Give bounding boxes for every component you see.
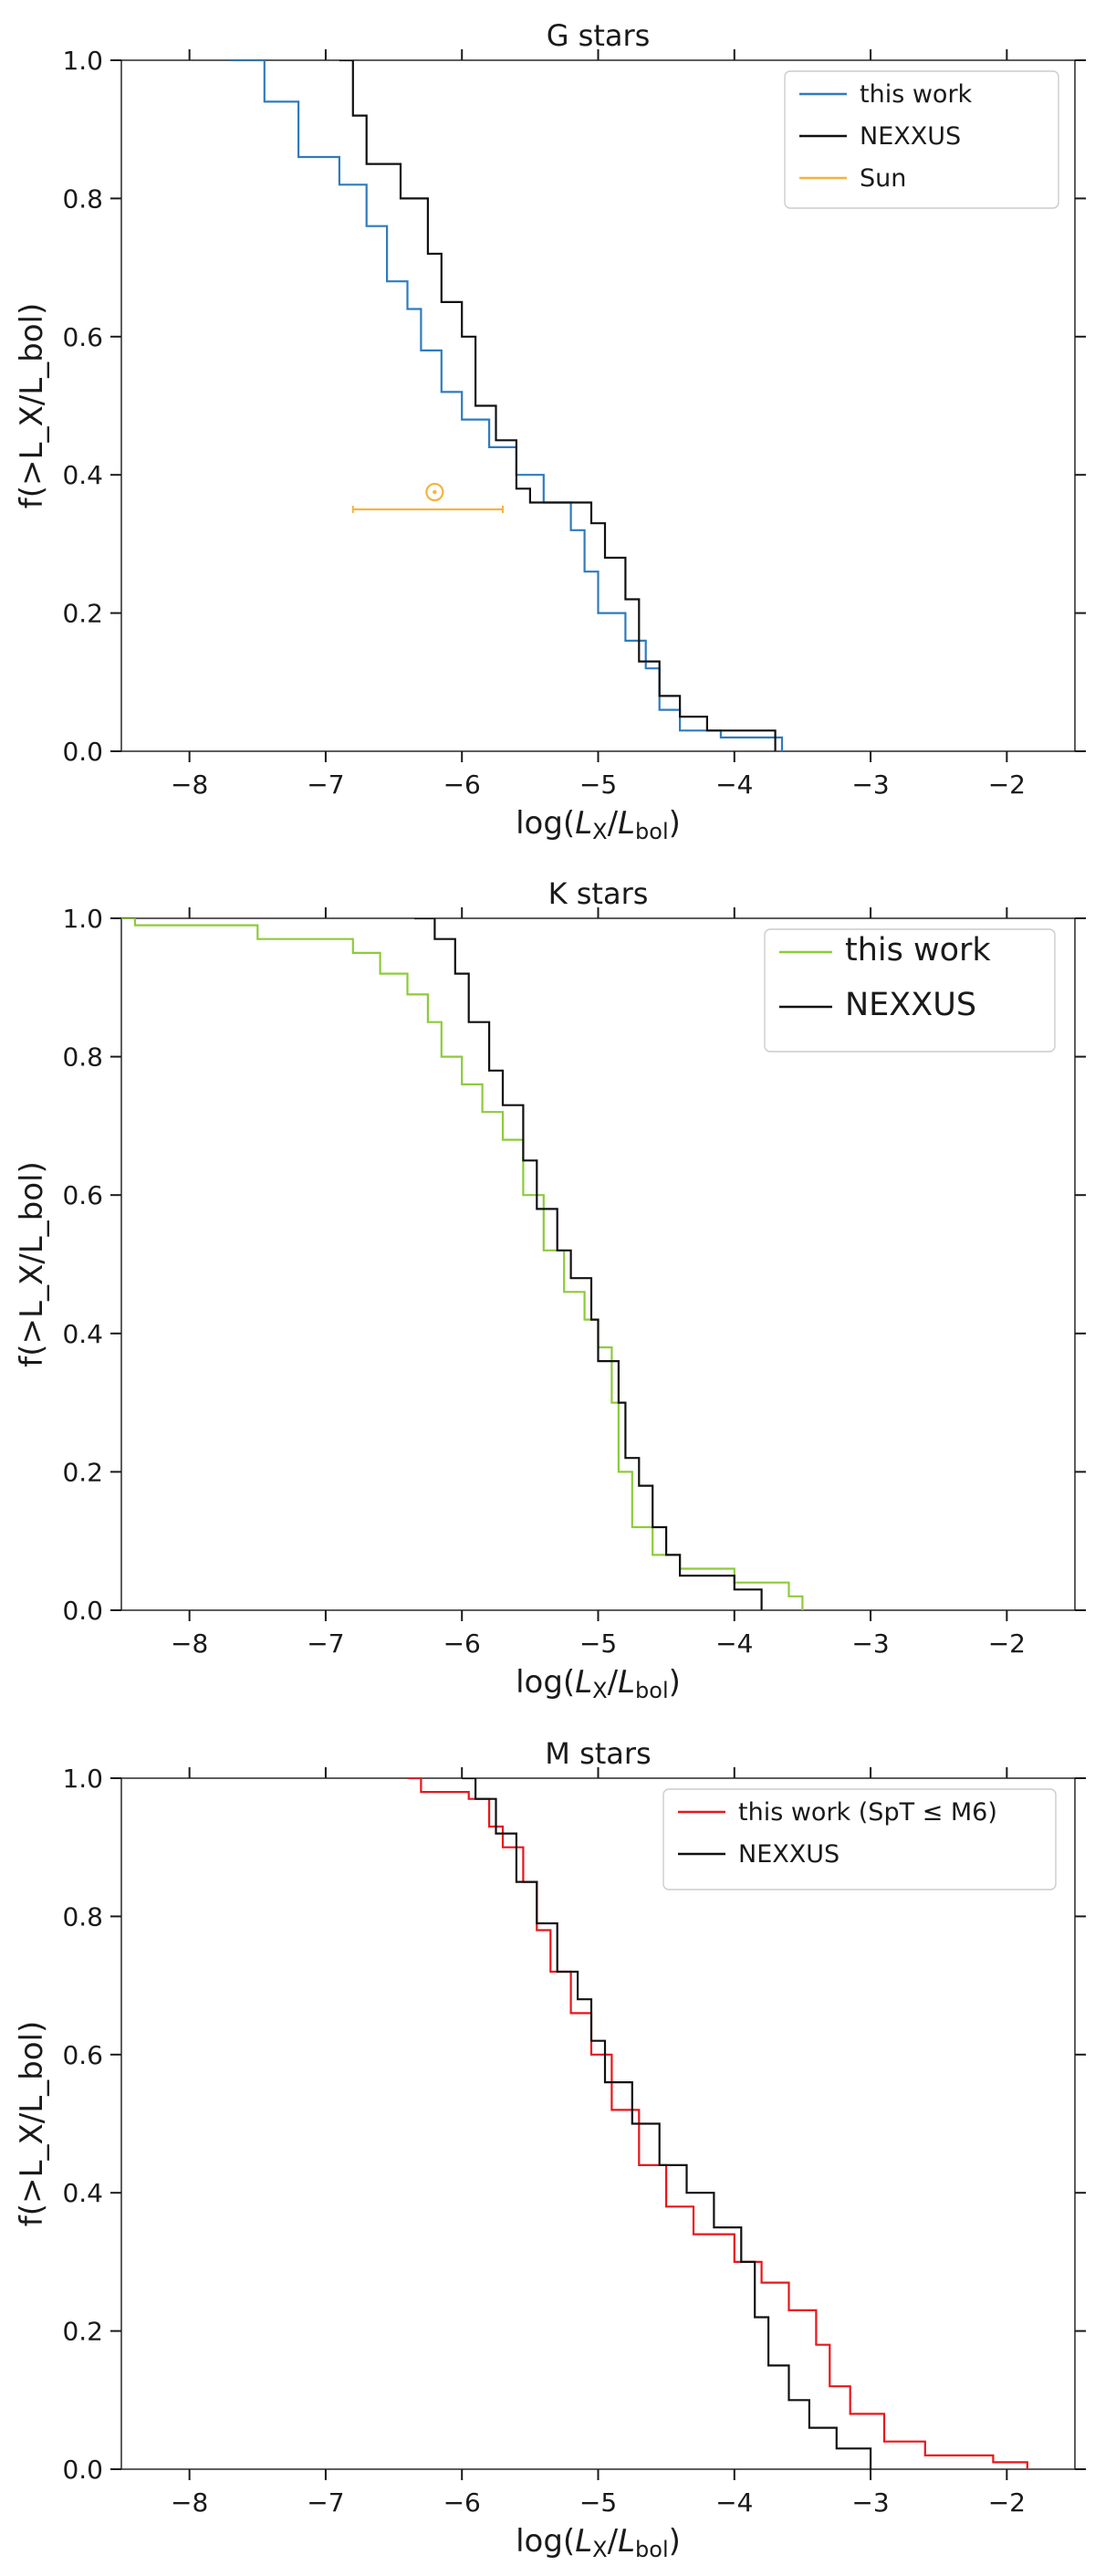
legend-label: this work (SpT ≤ M6): [738, 1798, 997, 1827]
series-line-2: [339, 60, 777, 751]
x-tick-label: −8: [171, 770, 208, 800]
legend-label: NEXXUS: [845, 987, 976, 1023]
y-axis-label: f(>L_X/L_bol): [14, 1161, 50, 1367]
y-tick-label: 1.0: [62, 1764, 103, 1794]
x-axis-label: log(LX/Lbol): [516, 2523, 681, 2562]
y-tick-label: 0.8: [62, 1901, 103, 1932]
chart-title: G stars: [547, 18, 651, 53]
x-tick-label: −7: [307, 1628, 344, 1659]
legend-box: [784, 70, 1059, 209]
legend-label: NEXXUS: [738, 1840, 840, 1869]
y-tick-label: 0.8: [62, 1042, 103, 1073]
legend: this work NEXXUS Sun: [784, 70, 1059, 209]
x-tick-label: −3: [851, 2487, 889, 2518]
y-tick-label: 0.2: [62, 1457, 103, 1487]
legend: this work NEXXUS: [764, 928, 1056, 1052]
x-tick-label: −4: [715, 770, 753, 800]
x-tick-label: −8: [171, 2487, 208, 2518]
legend-label: this work: [860, 80, 973, 109]
y-tick-label: 0.0: [62, 2455, 103, 2485]
y-tick-label: 0.0: [62, 737, 103, 767]
y-tick-label: 0.6: [62, 2040, 103, 2070]
panel-3: M stars −8 −7 −6 −5 −4 −3 −2 0.0 0.2 0.4 0.6 0.8 1.0 l…: [14, 1736, 1086, 2562]
y-axis-label: f(>L_X/L_bol): [14, 303, 50, 508]
legend: this work (SpT ≤ M6) NEXXUS: [662, 1788, 1057, 1890]
legend-label: NEXXUS: [860, 122, 961, 151]
panel-2: K stars −8 −7 −6 −5 −4 −3 −2 0.0 0.2 0.4 0.6 0.8 1.0 l…: [14, 876, 1086, 1703]
y-axis-label: f(>L_X/L_bol): [14, 2021, 50, 2226]
x-axis-label: log(LX/Lbol): [516, 805, 681, 844]
series-line-1: [230, 60, 784, 751]
x-tick-label: −6: [443, 770, 481, 800]
y-tick-label: 1.0: [62, 46, 103, 76]
chart-title: K stars: [548, 876, 649, 911]
y-tick-label: 0.6: [62, 1180, 103, 1210]
x-tick-label: −2: [988, 2487, 1026, 2518]
series-line-2: [462, 1778, 872, 2469]
x-tick-label: −2: [988, 1628, 1026, 1659]
chart-title: M stars: [545, 1736, 651, 1771]
panel-1: G stars −8 −7 −6 −5 −4 −3 −2 0.0 0.2 0.4 0.6 0.8 1.0 l…: [14, 18, 1086, 844]
y-tick-label: 0.2: [62, 599, 103, 629]
x-tick-label: −7: [307, 770, 344, 800]
x-tick-label: −4: [715, 2487, 753, 2518]
y-tick-label: 0.2: [62, 2317, 103, 2347]
y-tick-label: 0.0: [62, 1596, 103, 1626]
x-tick-label: −8: [171, 1628, 208, 1659]
y-tick-label: 0.4: [62, 1319, 103, 1349]
x-tick-label: −4: [715, 1628, 753, 1659]
series-line-2: [414, 918, 763, 1610]
y-tick-label: 0.6: [62, 322, 103, 352]
x-tick-label: −5: [579, 770, 617, 800]
x-tick-label: −2: [988, 770, 1026, 800]
x-tick-label: −3: [851, 1628, 889, 1659]
y-tick-label: 0.8: [62, 183, 103, 214]
y-tick-label: 0.4: [62, 2178, 103, 2208]
legend-box: [764, 928, 1056, 1052]
x-tick-label: −6: [443, 2487, 481, 2518]
legend-label: this work: [845, 932, 991, 969]
sun-symbol: [425, 482, 444, 502]
y-tick-label: 0.4: [62, 460, 103, 490]
legend-box: [662, 1788, 1057, 1890]
series-line-1: [121, 918, 804, 1610]
x-tick-label: −5: [579, 2487, 617, 2518]
legend-label: Sun: [860, 164, 906, 193]
x-tick-label: −6: [443, 1628, 481, 1659]
x-axis-label: log(LX/Lbol): [516, 1664, 681, 1703]
x-tick-label: −7: [307, 2487, 344, 2518]
sun-symbol-dot: [433, 489, 437, 495]
x-tick-label: −3: [851, 770, 889, 800]
x-tick-label: −5: [579, 1628, 617, 1659]
y-tick-label: 1.0: [62, 904, 103, 934]
